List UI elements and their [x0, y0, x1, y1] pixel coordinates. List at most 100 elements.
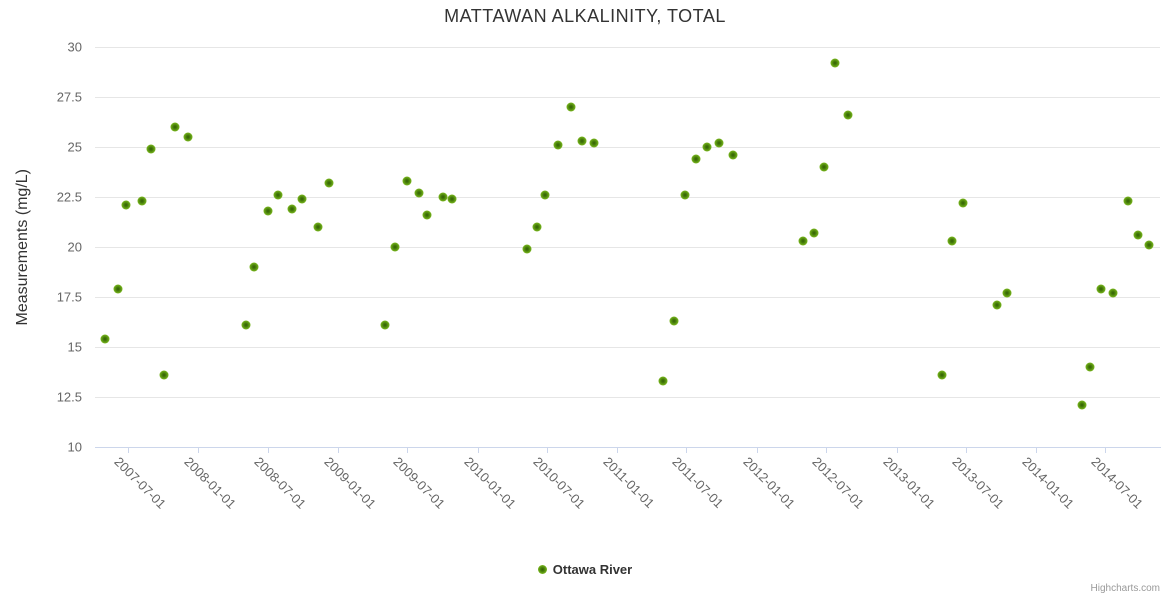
gridline	[95, 197, 1160, 198]
data-point[interactable]	[414, 188, 424, 198]
data-point[interactable]	[447, 194, 457, 204]
highcharts-credit-link[interactable]: Highcharts.com	[1090, 583, 1160, 594]
data-point[interactable]	[714, 138, 724, 148]
data-point[interactable]	[809, 228, 819, 238]
data-point[interactable]	[819, 162, 829, 172]
x-axis-label: 2009-01-01	[321, 454, 380, 512]
x-axis-tick	[407, 448, 408, 453]
gridline	[95, 247, 1160, 248]
x-axis-label: 2013-07-01	[949, 454, 1007, 512]
x-axis-tick	[478, 448, 479, 453]
data-point[interactable]	[702, 142, 712, 152]
y-axis-label: 27.5	[56, 89, 82, 105]
data-point[interactable]	[522, 244, 532, 254]
x-axis-tick	[268, 448, 269, 453]
x-axis-tick	[198, 448, 199, 453]
data-point[interactable]	[1108, 288, 1118, 298]
data-point[interactable]	[402, 176, 412, 186]
data-point[interactable]	[577, 136, 587, 146]
data-point[interactable]	[297, 194, 307, 204]
x-axis-tick	[897, 448, 898, 453]
gridline	[95, 347, 1160, 348]
data-point[interactable]	[1123, 196, 1133, 206]
data-point[interactable]	[669, 316, 679, 326]
gridline	[95, 397, 1160, 398]
y-axis-label: 25	[67, 139, 82, 155]
y-axis-label: 22.5	[56, 189, 82, 205]
data-point[interactable]	[992, 300, 1002, 310]
data-point[interactable]	[680, 190, 690, 200]
gridline	[95, 147, 1160, 148]
gridline	[95, 47, 1160, 48]
data-point[interactable]	[263, 206, 273, 216]
legend-label: Ottawa River	[552, 561, 633, 577]
data-point[interactable]	[691, 154, 701, 164]
x-axis-tick	[338, 448, 339, 453]
data-point[interactable]	[1133, 230, 1143, 240]
x-axis-tick	[826, 448, 827, 453]
data-point[interactable]	[958, 198, 968, 208]
chart-title: MATTAWAN ALKALINITY, TOTAL	[444, 6, 726, 26]
y-axis-label: 20	[67, 239, 82, 255]
data-point[interactable]	[589, 138, 599, 148]
x-axis-tick	[966, 448, 967, 453]
x-axis-label: 2014-01-01	[1019, 454, 1078, 512]
data-point[interactable]	[553, 140, 563, 150]
x-axis-label: 2010-01-01	[461, 454, 519, 512]
data-point[interactable]	[532, 222, 542, 232]
x-axis-tick	[1036, 448, 1037, 453]
data-point[interactable]	[380, 320, 390, 330]
x-axis-label: 2011-07-01	[669, 454, 727, 511]
data-point[interactable]	[121, 200, 131, 210]
data-point[interactable]	[540, 190, 550, 200]
data-point[interactable]	[170, 122, 179, 132]
data-point[interactable]	[146, 144, 156, 154]
data-point[interactable]	[566, 102, 576, 112]
x-axis-label: 2012-01-01	[740, 454, 798, 512]
data-point[interactable]	[324, 178, 334, 188]
data-point[interactable]	[1144, 240, 1154, 250]
x-axis-tick	[757, 448, 758, 453]
data-point[interactable]	[843, 110, 853, 120]
data-point[interactable]	[658, 376, 668, 386]
data-point[interactable]	[1096, 284, 1106, 294]
x-axis-tick	[128, 448, 129, 453]
data-point[interactable]	[830, 58, 840, 68]
data-point[interactable]	[159, 370, 169, 380]
y-axis-label: 15	[67, 339, 82, 355]
data-point[interactable]	[798, 236, 808, 246]
x-axis-label: 2008-01-01	[181, 454, 240, 512]
y-axis-label: 30	[67, 39, 82, 55]
x-axis-tick	[617, 448, 618, 453]
gridline	[95, 297, 1160, 298]
data-point[interactable]	[313, 222, 323, 232]
data-point[interactable]	[438, 192, 448, 202]
x-axis-label: 2011-01-01	[600, 454, 658, 511]
data-point[interactable]	[937, 370, 947, 380]
data-point[interactable]	[241, 320, 251, 330]
x-axis-tick	[1105, 448, 1106, 453]
data-point[interactable]	[390, 242, 400, 252]
x-axis-label: 2007-07-01	[111, 454, 169, 512]
gridline	[95, 97, 1160, 98]
data-point[interactable]	[273, 190, 283, 200]
data-point[interactable]	[947, 236, 957, 246]
x-axis-label: 2012-07-01	[809, 454, 868, 512]
legend-item-ottawa-river[interactable]: Ottawa River	[0, 559, 1170, 579]
x-axis-label: 2014-07-01	[1088, 454, 1147, 512]
data-point[interactable]	[1077, 400, 1087, 410]
data-point[interactable]	[422, 210, 432, 220]
data-point[interactable]	[249, 262, 259, 272]
data-point[interactable]	[287, 204, 297, 214]
data-point[interactable]	[1002, 288, 1012, 298]
y-axis-label: 12.5	[56, 389, 82, 405]
data-point[interactable]	[1085, 362, 1095, 372]
data-point[interactable]	[183, 132, 192, 142]
legend-marker-icon	[537, 564, 547, 574]
x-axis-label: 2008-07-01	[251, 454, 309, 512]
data-point[interactable]	[728, 150, 738, 160]
data-point[interactable]	[137, 196, 147, 206]
data-point[interactable]	[113, 284, 123, 294]
data-point[interactable]	[100, 334, 110, 344]
